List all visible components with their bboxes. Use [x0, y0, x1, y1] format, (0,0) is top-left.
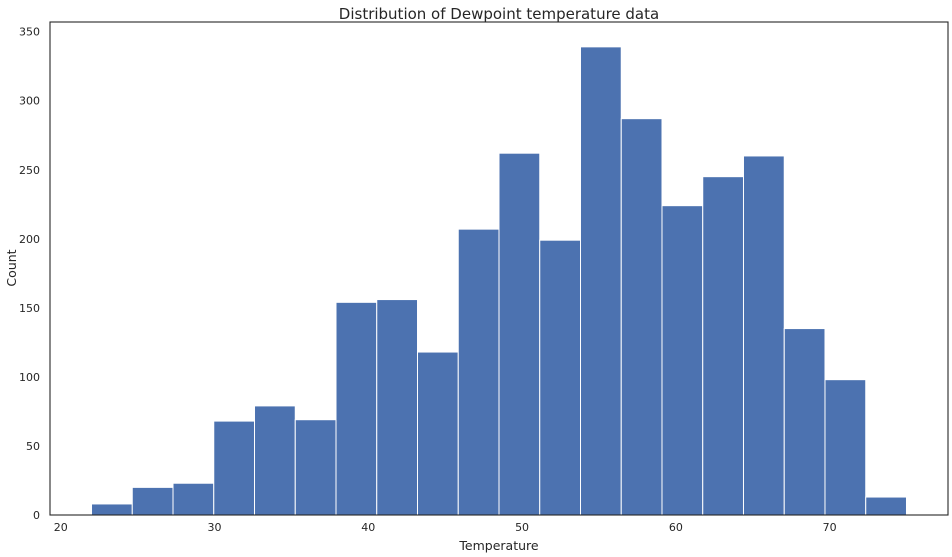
- histogram-bar: [865, 496, 907, 516]
- y-tick-label: 0: [33, 509, 40, 522]
- y-axis-label: Count: [4, 249, 19, 286]
- y-tick-label: 200: [19, 233, 40, 246]
- histogram-bar: [783, 328, 826, 516]
- y-tick-label: 100: [19, 371, 40, 384]
- histogram-bar: [702, 176, 744, 516]
- histogram-bar: [172, 482, 215, 516]
- x-axis-ticks: 20 30 40 50 60 70: [54, 521, 837, 534]
- y-tick-label: 150: [19, 302, 40, 315]
- x-axis-label: Temperature: [458, 538, 538, 553]
- x-tick-label: 50: [515, 521, 529, 534]
- histogram-bar: [579, 46, 622, 516]
- histogram-bar: [376, 299, 419, 516]
- histogram-bar: [620, 118, 663, 516]
- histogram-bar: [254, 405, 296, 516]
- histogram-bar: [498, 152, 541, 516]
- y-axis-ticks: 0 50 100 150 200 250 300 350: [19, 26, 40, 522]
- x-tick-label: 20: [54, 521, 68, 534]
- histogram-bar: [213, 420, 256, 516]
- x-tick-label: 40: [361, 521, 375, 534]
- histogram-bar: [539, 239, 581, 516]
- x-tick-label: 60: [669, 521, 683, 534]
- y-tick-label: 350: [19, 26, 40, 39]
- histogram-bar: [824, 379, 867, 516]
- histogram-bar: [91, 503, 133, 516]
- chart-title: Distribution of Dewpoint temperature dat…: [339, 5, 659, 23]
- histogram-bar: [661, 205, 704, 516]
- histogram-bar: [335, 301, 378, 516]
- x-tick-label: 70: [823, 521, 837, 534]
- histogram-bar: [294, 419, 337, 516]
- y-tick-label: 50: [26, 440, 40, 453]
- histogram-bar: [457, 228, 500, 516]
- histogram-bar: [417, 351, 459, 516]
- histogram-bar: [131, 486, 174, 516]
- y-tick-label: 250: [19, 164, 40, 177]
- x-tick-label: 30: [208, 521, 222, 534]
- y-tick-label: 300: [19, 95, 40, 108]
- plot-frame: [49, 21, 949, 516]
- bars-group: [91, 46, 907, 516]
- histogram-bar: [742, 155, 785, 516]
